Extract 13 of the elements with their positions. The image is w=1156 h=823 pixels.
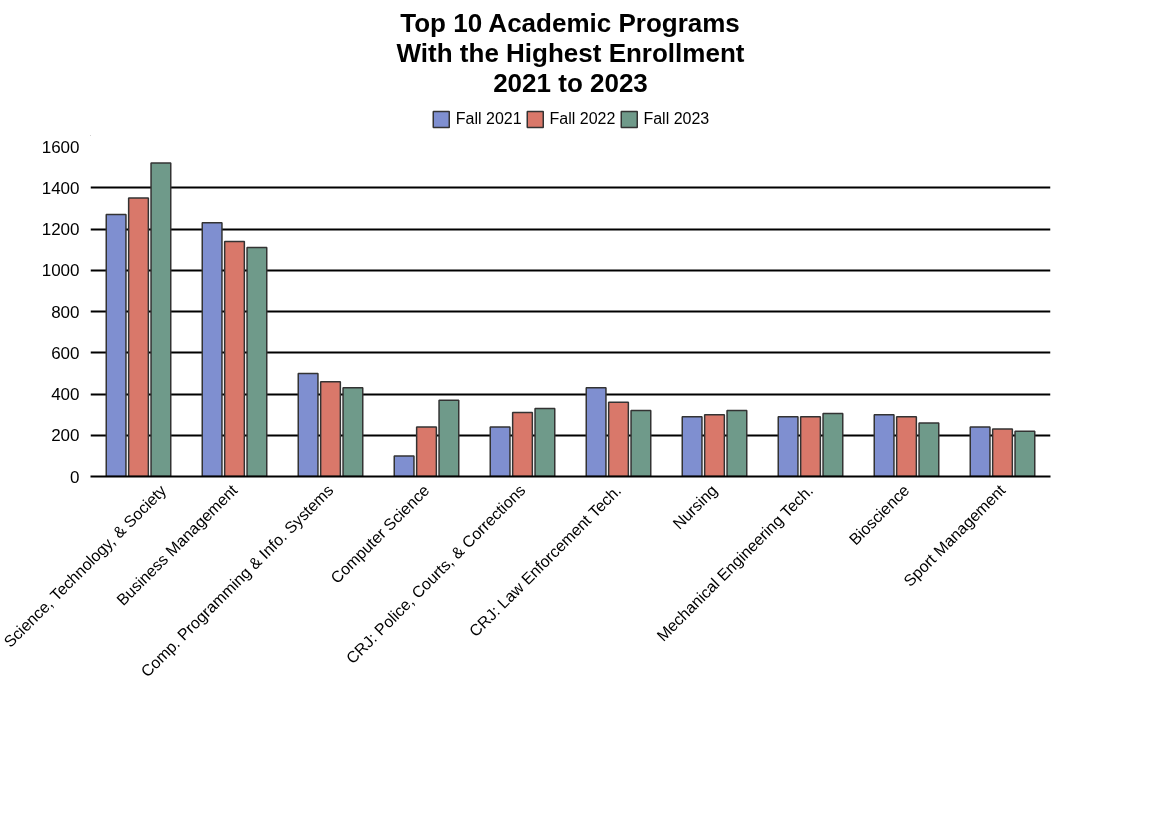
y-tick-label: 1600 <box>41 137 80 157</box>
y-tick-label: 1400 <box>41 178 80 198</box>
legend-label: Fall 2021 <box>455 110 522 128</box>
y-tick-label: 200 <box>51 426 80 446</box>
legend-label: Fall 2023 <box>643 110 710 128</box>
y-tick-label: 400 <box>51 385 80 404</box>
y-tick-label: 800 <box>51 302 80 322</box>
y-tick-label: 600 <box>51 343 80 363</box>
legend-label: Fall 2022 <box>549 110 616 128</box>
y-tick-label: 1200 <box>41 220 80 239</box>
y-tick-label: 1000 <box>41 261 80 281</box>
chart-title: Top 10 Academic Programs With the Highest Enrollment 2021 to 2023 <box>396 7 745 98</box>
y-tick-label: 0 <box>70 467 80 487</box>
